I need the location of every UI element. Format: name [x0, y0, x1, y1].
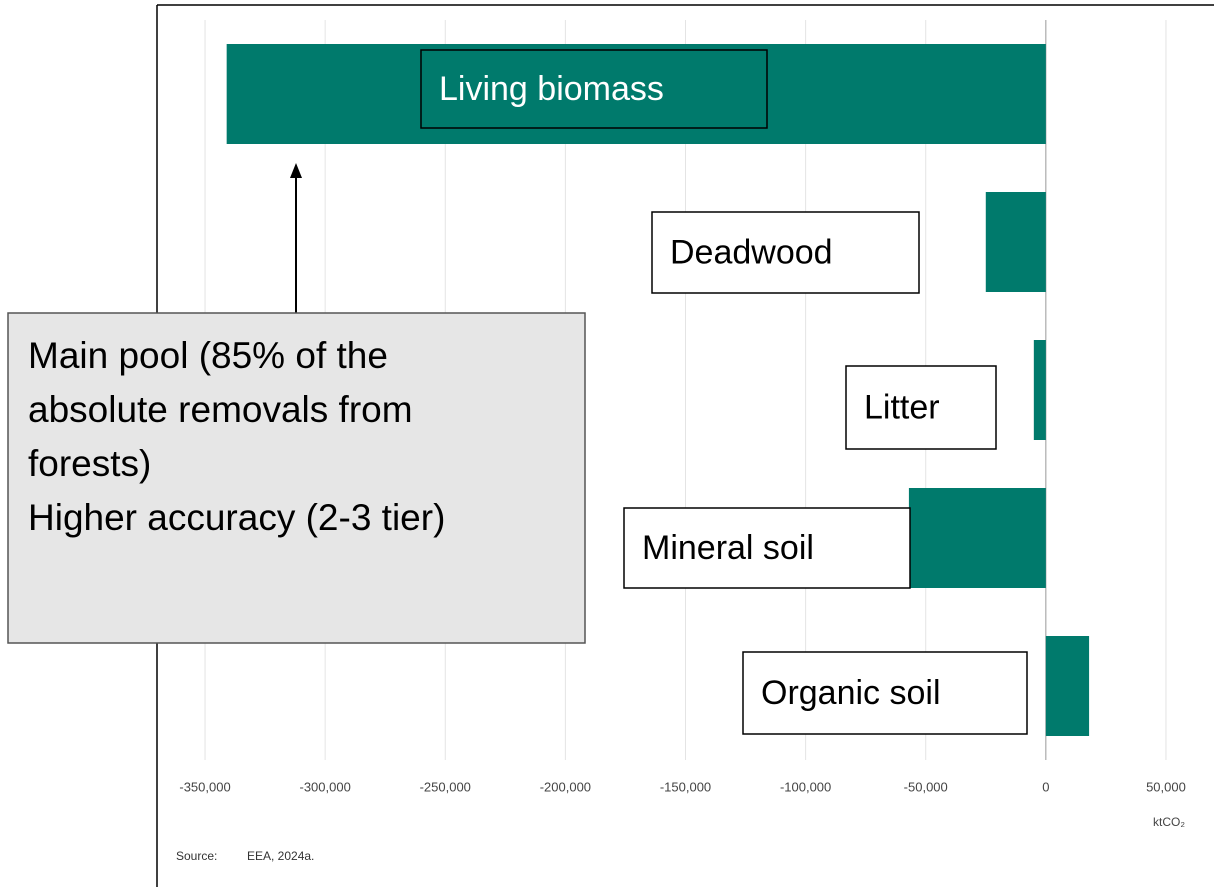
x-unit: ktCO₂ — [1153, 815, 1185, 829]
x-tick-label: -250,000 — [420, 779, 471, 794]
category-label: Organic soil — [761, 674, 941, 712]
annotation-line: Higher accuracy (2-3 tier) — [28, 497, 445, 538]
x-tick-label: 50,000 — [1146, 779, 1186, 794]
bar — [1045, 636, 1090, 736]
bar — [908, 488, 1046, 588]
category-label-box — [651, 211, 920, 294]
category-label-box — [742, 651, 1028, 735]
arrow-head — [290, 163, 302, 178]
category-label-box — [623, 507, 911, 589]
bar — [1033, 340, 1046, 440]
annotation-box — [7, 312, 586, 644]
bar — [985, 192, 1046, 292]
annotation-line: Main pool (85% of the — [28, 335, 388, 376]
category-label: Deadwood — [670, 233, 833, 271]
x-tick-label: -300,000 — [299, 779, 350, 794]
annotation-line: absolute removals from — [28, 389, 413, 430]
source: EEA, 2024a. — [247, 849, 314, 863]
x-tick-label: -350,000 — [179, 779, 230, 794]
x-tick-label: -150,000 — [660, 779, 711, 794]
category-label-box — [845, 365, 997, 450]
x-tick-label: -100,000 — [780, 779, 831, 794]
x-tick-label: -200,000 — [540, 779, 591, 794]
source-label: Source: — [176, 849, 217, 863]
x-tick-label: -50,000 — [904, 779, 948, 794]
x-tick-label: 0 — [1042, 779, 1049, 794]
category-label: Living biomass — [439, 70, 664, 108]
category-label-box — [420, 49, 768, 129]
category-label: Litter — [864, 388, 940, 426]
category-label: Mineral soil — [642, 529, 814, 567]
annotation-line: forests) — [28, 443, 151, 484]
annotation: Main pool (85% of the absolute removals f… — [7, 163, 586, 644]
